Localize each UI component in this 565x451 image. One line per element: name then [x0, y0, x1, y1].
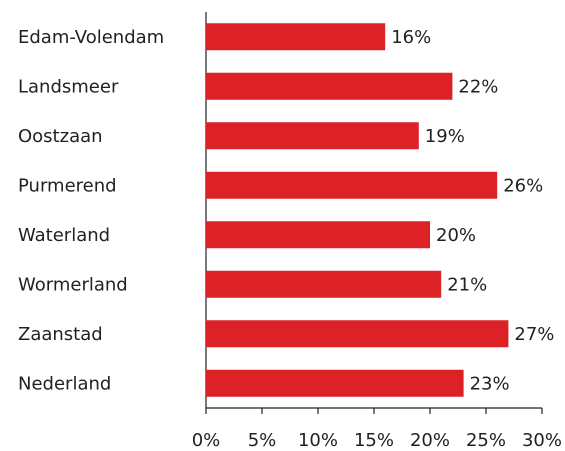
x-tick-label: 25% — [466, 430, 506, 451]
x-tick-label: 30% — [522, 430, 562, 451]
bar — [206, 23, 386, 51]
y-tick-label: Waterland — [18, 225, 110, 246]
y-tick-label: Edam-Volendam — [18, 27, 164, 48]
x-tick-label: 10% — [298, 430, 338, 451]
y-tick-label: Landsmeer — [18, 76, 119, 97]
bar — [206, 270, 442, 298]
value-label: 16% — [391, 27, 431, 48]
x-tick-label: 0% — [192, 430, 221, 451]
value-label: 26% — [503, 175, 543, 196]
bar — [206, 320, 509, 348]
x-tick-label: 20% — [410, 430, 450, 451]
y-tick-label: Zaanstad — [18, 324, 103, 345]
y-tick-label: Wormerland — [18, 274, 128, 295]
y-tick-label: Oostzaan — [18, 126, 103, 147]
value-label: 27% — [514, 324, 554, 345]
y-tick-label: Purmerend — [18, 175, 117, 196]
y-tick-label: Nederland — [18, 373, 111, 394]
value-label: 22% — [458, 76, 498, 97]
value-label: 23% — [470, 373, 510, 394]
bar — [206, 122, 419, 150]
bar — [206, 369, 464, 397]
value-label: 21% — [447, 274, 487, 295]
bar — [206, 221, 430, 249]
value-label: 19% — [425, 126, 465, 147]
bar — [206, 171, 498, 199]
value-label: 20% — [436, 225, 476, 246]
x-tick-label: 5% — [248, 430, 277, 451]
bar — [206, 72, 453, 100]
x-tick-label: 15% — [354, 430, 394, 451]
